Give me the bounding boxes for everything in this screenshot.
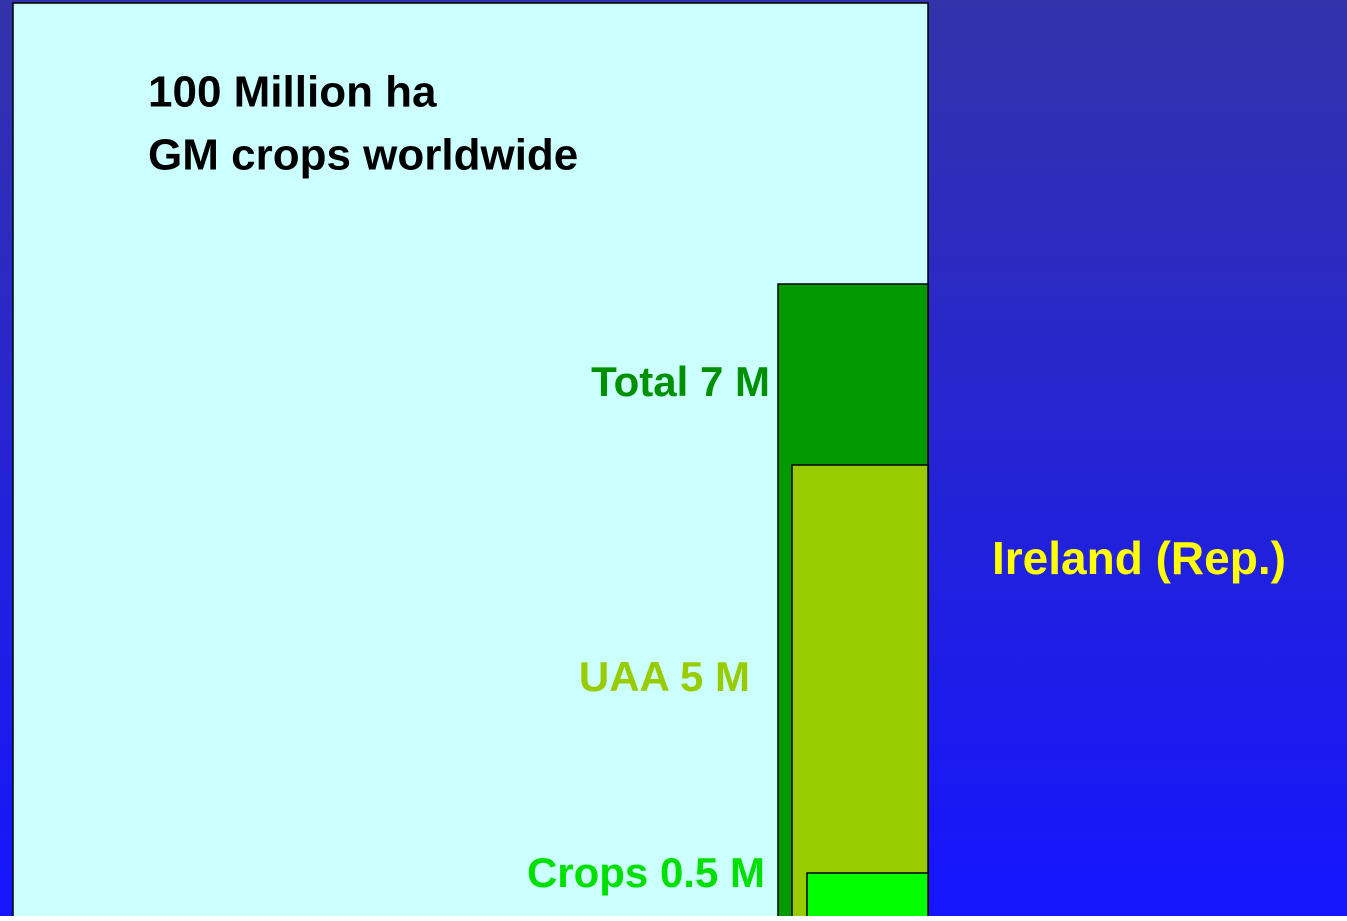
- box-label: UAA 5 M: [579, 653, 750, 700]
- world-box: [12, 2, 929, 921]
- heading-line: 100 Million ha: [148, 68, 437, 117]
- box-label: Crops 0.5 M: [527, 849, 765, 896]
- country-label: Ireland (Rep.): [992, 532, 1286, 584]
- box-label: Total 7 M: [591, 358, 770, 405]
- heading-line: GM crops worldwide: [148, 131, 578, 180]
- uaa-box: [791, 464, 929, 921]
- crops-box: [806, 872, 929, 921]
